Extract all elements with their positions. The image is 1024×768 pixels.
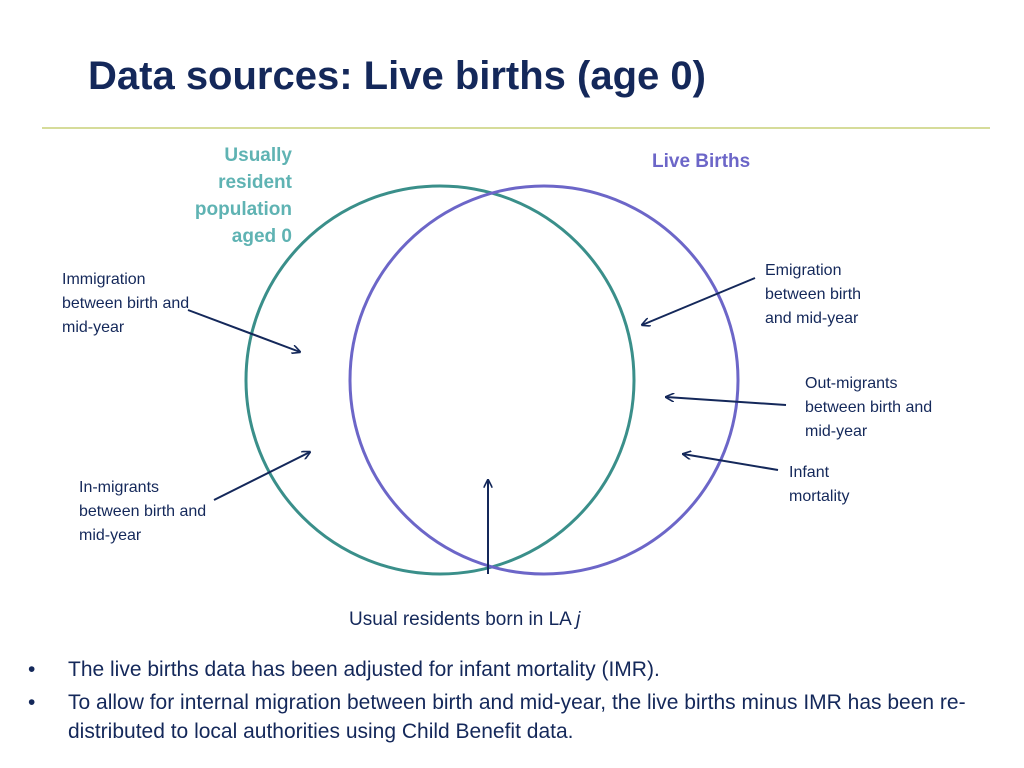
infant-mortality-label: Infant mortality bbox=[789, 464, 850, 505]
out-migrants-arrow bbox=[666, 397, 787, 406]
bullet-item: • The live births data has been adjusted … bbox=[28, 655, 988, 684]
live-births-label: Live Births bbox=[652, 151, 751, 172]
bullet-marker: • bbox=[28, 691, 36, 714]
immigration-label: Immigration between birth and mid-year bbox=[62, 271, 190, 336]
bullet-marker: • bbox=[28, 658, 36, 681]
in-migrants-label: In-migrants between birth and mid-year bbox=[79, 479, 207, 544]
usually-resident-label: Usually resident population aged 0 bbox=[194, 145, 292, 247]
slide-title: Data sources: Live births (age 0) bbox=[88, 54, 706, 98]
overlap-caption: Usual residents born in LA j bbox=[349, 609, 580, 631]
overlap-caption-text: Usual residents born in LA bbox=[349, 609, 571, 630]
bullet-text: To allow for internal migration between … bbox=[68, 691, 966, 743]
emigration-arrow bbox=[642, 277, 756, 325]
emigration-label: Emigration between birth and mid-year bbox=[765, 262, 862, 327]
out-migrants-label: Out-migrants between birth and mid-year bbox=[805, 375, 933, 440]
overlap-caption-var: j bbox=[576, 609, 581, 630]
bullet-item: • To allow for internal migration between… bbox=[28, 688, 988, 746]
bullet-text: The live births data has been adjusted f… bbox=[68, 658, 660, 681]
immigration-arrow bbox=[187, 309, 300, 352]
title-divider bbox=[42, 127, 990, 129]
in-migrants-arrow bbox=[213, 452, 310, 501]
usually-resident-circle bbox=[244, 184, 636, 576]
bullet-list: • The live births data has been adjusted … bbox=[28, 655, 988, 750]
infant-mortality-arrow bbox=[683, 454, 779, 471]
live-births-circle bbox=[348, 184, 740, 576]
